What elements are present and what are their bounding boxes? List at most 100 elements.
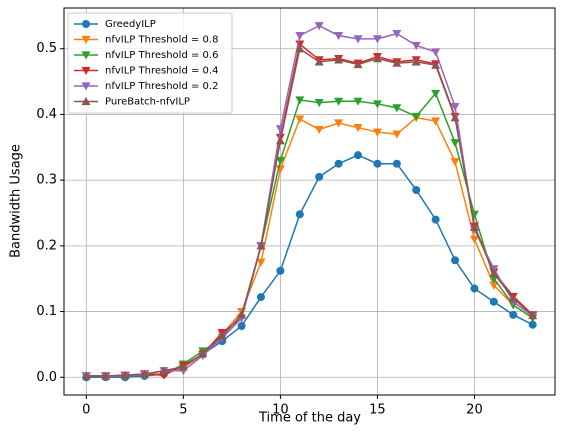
marker bbox=[372, 100, 382, 109]
marker bbox=[81, 35, 91, 44]
x-axis-label: Time of the day bbox=[258, 411, 361, 426]
marker bbox=[217, 331, 227, 340]
marker bbox=[528, 320, 537, 329]
series-line bbox=[86, 91, 534, 377]
marker bbox=[295, 210, 304, 219]
marker bbox=[372, 54, 382, 63]
y-tick-label: 0.2 bbox=[36, 238, 57, 253]
marker bbox=[314, 22, 324, 31]
marker bbox=[82, 20, 90, 28]
marker bbox=[392, 104, 402, 113]
marker bbox=[295, 31, 305, 41]
series-line bbox=[86, 116, 534, 377]
marker bbox=[392, 58, 402, 67]
marker bbox=[198, 349, 208, 358]
legend-label: nfvILP Threshold = 0.6 bbox=[105, 50, 218, 61]
marker bbox=[295, 44, 305, 53]
y-tick-label: 0.4 bbox=[36, 107, 57, 122]
marker bbox=[489, 297, 498, 306]
marker bbox=[489, 281, 499, 290]
marker bbox=[508, 293, 518, 303]
marker bbox=[450, 139, 460, 148]
marker bbox=[373, 159, 382, 168]
marker bbox=[372, 128, 382, 137]
marker bbox=[431, 60, 441, 69]
legend-label: nfvILP Threshold = 0.8 bbox=[105, 35, 218, 46]
marker bbox=[120, 370, 130, 379]
plot-frame bbox=[63, 7, 556, 396]
y-tick-label: 0.1 bbox=[36, 304, 57, 319]
legend-box bbox=[67, 12, 233, 114]
marker bbox=[353, 60, 363, 69]
marker bbox=[276, 266, 285, 275]
marker bbox=[392, 130, 402, 139]
marker bbox=[81, 97, 91, 106]
marker bbox=[470, 284, 479, 293]
x-tick-label: 10 bbox=[272, 403, 289, 418]
marker bbox=[431, 215, 440, 224]
marker bbox=[412, 186, 421, 195]
marker bbox=[237, 310, 247, 319]
legend-label: nfvILP Threshold = 0.2 bbox=[105, 81, 218, 92]
marker bbox=[314, 125, 324, 135]
marker bbox=[314, 57, 324, 66]
y-tick-label: 0.3 bbox=[36, 173, 57, 188]
marker bbox=[469, 222, 479, 232]
marker bbox=[81, 66, 91, 75]
x-tick-label: 0 bbox=[82, 403, 90, 418]
marker bbox=[431, 48, 441, 57]
marker bbox=[256, 258, 266, 267]
marker bbox=[411, 112, 421, 121]
marker bbox=[528, 310, 538, 320]
marker bbox=[469, 235, 479, 244]
series-line bbox=[86, 154, 534, 379]
marker bbox=[334, 159, 343, 168]
marker bbox=[450, 102, 460, 112]
marker bbox=[411, 41, 421, 50]
marker bbox=[334, 31, 344, 41]
marker bbox=[450, 113, 460, 122]
marker bbox=[431, 117, 441, 126]
x-tick-label: 5 bbox=[179, 403, 187, 418]
marker bbox=[295, 96, 305, 105]
marker bbox=[275, 136, 285, 145]
marker bbox=[315, 172, 324, 181]
marker bbox=[81, 82, 91, 91]
marker bbox=[81, 371, 91, 380]
marker bbox=[353, 35, 363, 44]
marker bbox=[140, 369, 150, 378]
marker bbox=[295, 115, 305, 124]
marker bbox=[451, 256, 460, 265]
y-tick-label: 0.0 bbox=[36, 370, 57, 385]
y-tick-label: 0.5 bbox=[36, 41, 57, 56]
legend-label: nfvILP Threshold = 0.4 bbox=[105, 66, 218, 77]
marker bbox=[353, 97, 363, 106]
marker bbox=[372, 35, 382, 44]
marker bbox=[354, 151, 363, 160]
marker bbox=[509, 310, 518, 319]
marker bbox=[334, 119, 344, 128]
marker bbox=[237, 322, 246, 331]
marker bbox=[411, 57, 421, 66]
legend-label: GreedyILP bbox=[105, 19, 156, 30]
marker bbox=[256, 293, 265, 302]
marker bbox=[275, 156, 285, 165]
y-axis-label: Bandwidth Usage bbox=[9, 144, 24, 258]
x-tick-label: 20 bbox=[466, 403, 483, 418]
marker bbox=[489, 268, 499, 278]
marker bbox=[81, 51, 91, 60]
marker bbox=[314, 99, 324, 108]
marker bbox=[450, 158, 460, 167]
marker bbox=[353, 123, 363, 133]
legend: GreedyILP nfvILP Threshold = 0.8 nfvILP Th… bbox=[67, 12, 233, 114]
marker bbox=[431, 89, 441, 98]
marker bbox=[334, 55, 344, 64]
series-line bbox=[86, 47, 534, 377]
marker bbox=[178, 362, 188, 371]
marker bbox=[334, 97, 344, 106]
marker bbox=[392, 30, 402, 39]
marker bbox=[101, 371, 111, 380]
marker bbox=[256, 241, 266, 250]
legend-label: PureBatch-nfvILP bbox=[105, 97, 190, 108]
